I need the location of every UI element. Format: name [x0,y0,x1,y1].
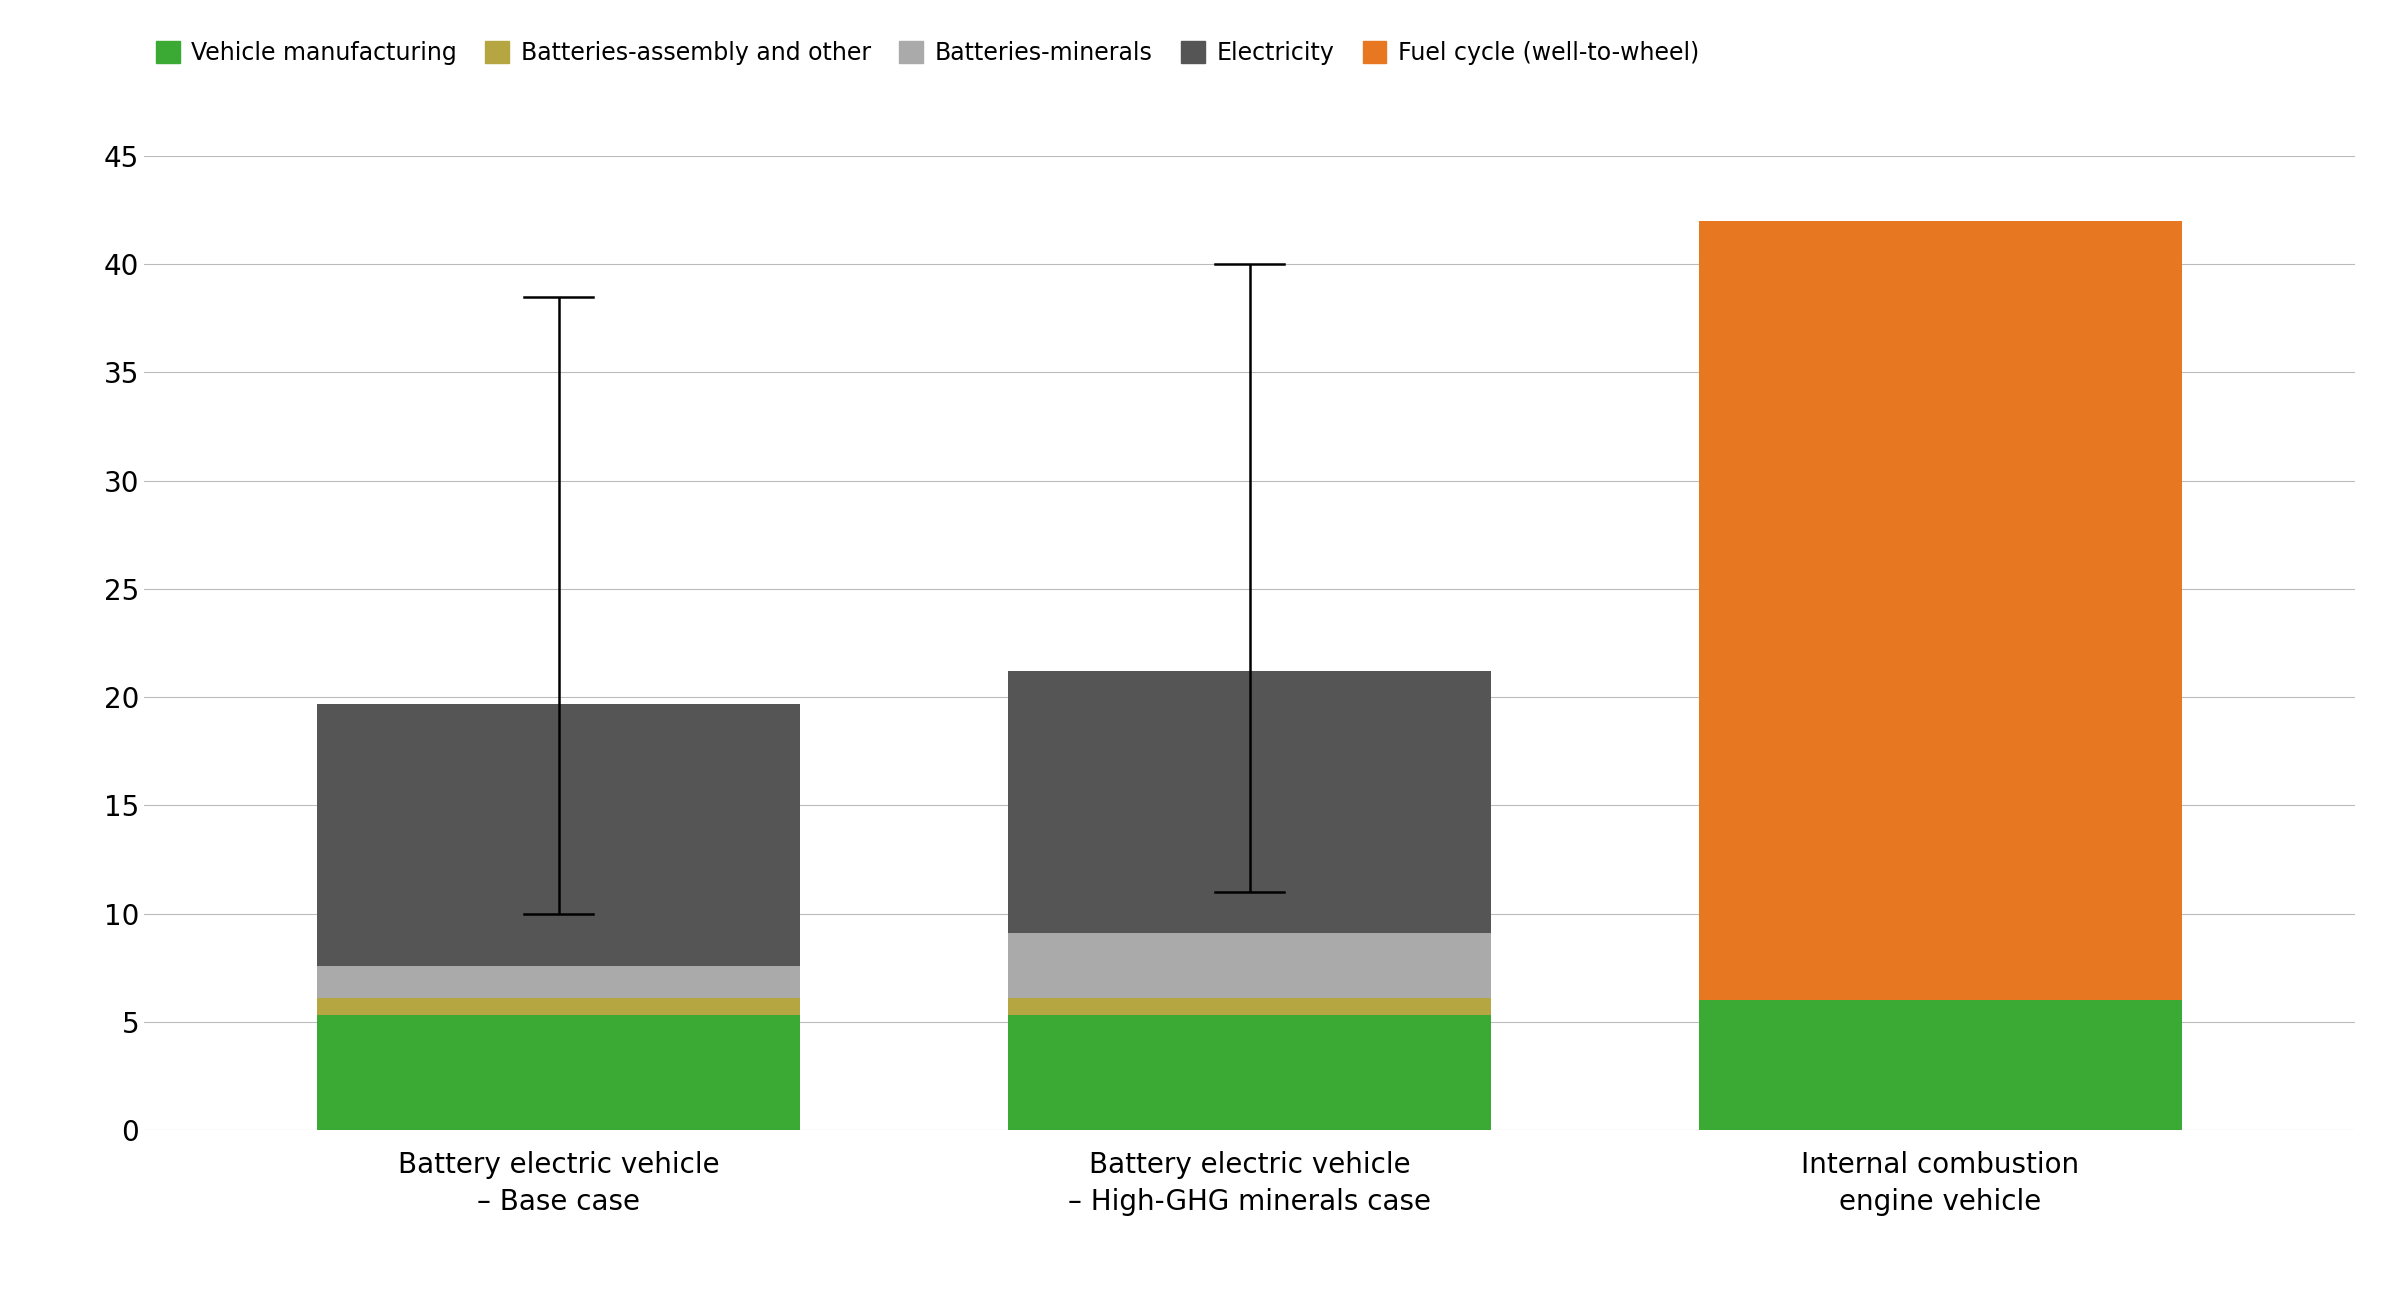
Bar [317,965,800,998]
Bar [1007,1016,1492,1130]
Bar [1007,933,1492,998]
Bar [317,998,800,1016]
Legend: Vehicle manufacturing, Batteries-assembly and other, Batteries-minerals, Electri: Vehicle manufacturing, Batteries-assembl… [156,42,1699,65]
Bar [1699,1000,2182,1130]
Bar [1699,221,2182,1000]
Bar [1007,672,1492,933]
Bar [1007,998,1492,1016]
Bar [317,1016,800,1130]
Bar [317,704,800,965]
